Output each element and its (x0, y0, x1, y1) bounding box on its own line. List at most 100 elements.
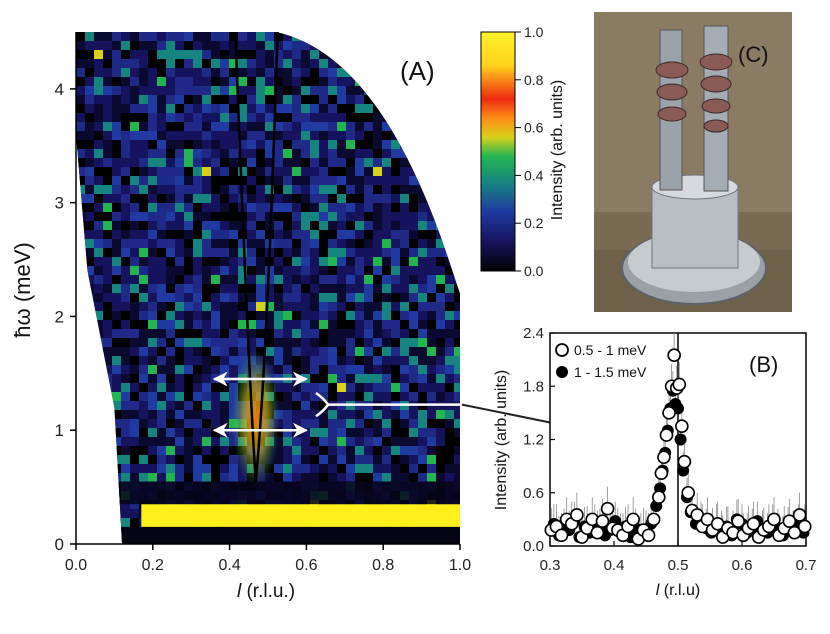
heatmap-cell (229, 248, 239, 258)
heatmap-cell (427, 167, 437, 177)
heatmap-cell (292, 77, 302, 87)
heatmap-cell (445, 104, 455, 114)
heatmap-cell (76, 77, 86, 87)
heatmap-cell (337, 464, 347, 474)
heatmap-cell (130, 59, 140, 69)
heatmap-cell (373, 455, 383, 465)
heatmap-cell (121, 302, 131, 312)
heatmap-cell (337, 221, 347, 231)
heatmap-cell (85, 428, 95, 438)
x-axis-label-b: l (r.l.u) (656, 582, 700, 599)
heatmap-cell (85, 86, 95, 96)
heatmap-cell (76, 275, 86, 285)
heatmap-cell (94, 374, 104, 384)
heatmap-cell (148, 437, 158, 447)
heatmap-cell (409, 437, 419, 447)
heatmap-cell (265, 347, 275, 357)
heatmap-cell (373, 374, 383, 384)
heatmap-cell (445, 329, 455, 339)
heatmap-cell (346, 419, 356, 429)
heatmap-cell (247, 248, 257, 258)
heatmap-cell (445, 122, 455, 132)
heatmap-cell (355, 275, 365, 285)
heatmap-cell (319, 95, 329, 105)
heatmap-cell (202, 131, 212, 141)
heatmap-cell (139, 149, 149, 159)
heatmap-cell (355, 347, 365, 357)
heatmap-cell (256, 149, 266, 159)
heatmap-cell (310, 311, 320, 321)
heatmap-cell (436, 122, 446, 132)
heatmap-cell (427, 284, 437, 294)
heatmap-cell (175, 50, 185, 60)
heatmap-cell (283, 86, 293, 96)
heatmap-cell (175, 32, 185, 42)
heatmap-cell (346, 194, 356, 204)
heatmap-cell (400, 95, 410, 105)
heatmap-cell (418, 248, 428, 258)
heatmap-cell (220, 302, 230, 312)
heatmap-cell (373, 347, 383, 357)
heatmap-cell (445, 131, 455, 141)
heatmap-cell (319, 311, 329, 321)
heatmap-cell (436, 158, 446, 168)
heatmap-cell (418, 302, 428, 312)
heatmap-cell (256, 275, 266, 285)
heatmap-cell (436, 59, 446, 69)
heatmap-cell (427, 194, 437, 204)
heatmap-cell (436, 203, 446, 213)
heatmap-cell (94, 113, 104, 123)
heatmap-cell (76, 437, 86, 447)
heatmap-cell (391, 212, 401, 222)
heatmap-cell (238, 284, 248, 294)
heatmap-cell (400, 104, 410, 114)
heatmap-cell (184, 464, 194, 474)
heatmap-cell (202, 230, 212, 240)
dispersion-line-right (254, 31, 279, 482)
heatmap-cell (94, 338, 104, 348)
heatmap-cell (184, 77, 194, 87)
heatmap-cell (112, 68, 122, 78)
heatmap-cell (265, 77, 275, 87)
heatmap-cell (130, 221, 140, 231)
heatmap-cell (427, 221, 437, 231)
heatmap-cell (265, 212, 275, 222)
heatmap-cell (256, 95, 266, 105)
heatmap-cell (130, 176, 140, 186)
heatmap-cell (94, 167, 104, 177)
heatmap-cell (283, 455, 293, 465)
heatmap-cell (292, 185, 302, 195)
point-open (570, 508, 584, 522)
heatmap-cell (319, 59, 329, 69)
heatmap-cell (391, 419, 401, 429)
heatmap-cell (409, 473, 419, 483)
heatmap-cell (391, 140, 401, 150)
heatmap-cell (130, 131, 140, 141)
heatmap-cell (427, 428, 437, 438)
heatmap-cell (175, 428, 185, 438)
heatmap-cell (382, 248, 392, 258)
heatmap-cell (292, 158, 302, 168)
heatmap-cell (139, 329, 149, 339)
heatmap-cell (85, 59, 95, 69)
heatmap-cell (409, 176, 419, 186)
heatmap-cell (427, 311, 437, 321)
heatmap-cell (400, 185, 410, 195)
heatmap-cell (193, 221, 203, 231)
heatmap-cell (130, 122, 140, 132)
heatmap-cell (364, 275, 374, 285)
heatmap-cell (337, 257, 347, 267)
heatmap-cell (319, 140, 329, 150)
heatmap-cell (292, 266, 302, 276)
heatmap-cell (130, 41, 140, 51)
heatmap-cell (112, 212, 122, 222)
colorbar-tick-label: 1.0 (524, 24, 544, 40)
heatmap-cell (112, 329, 122, 339)
heatmap-cell (301, 167, 311, 177)
heatmap-cell (310, 248, 320, 258)
heatmap-cell (418, 284, 428, 294)
heatmap-cell (148, 221, 158, 231)
heatmap-cell (337, 293, 347, 303)
heatmap-cell (166, 446, 176, 456)
heatmap-cell (427, 464, 437, 474)
